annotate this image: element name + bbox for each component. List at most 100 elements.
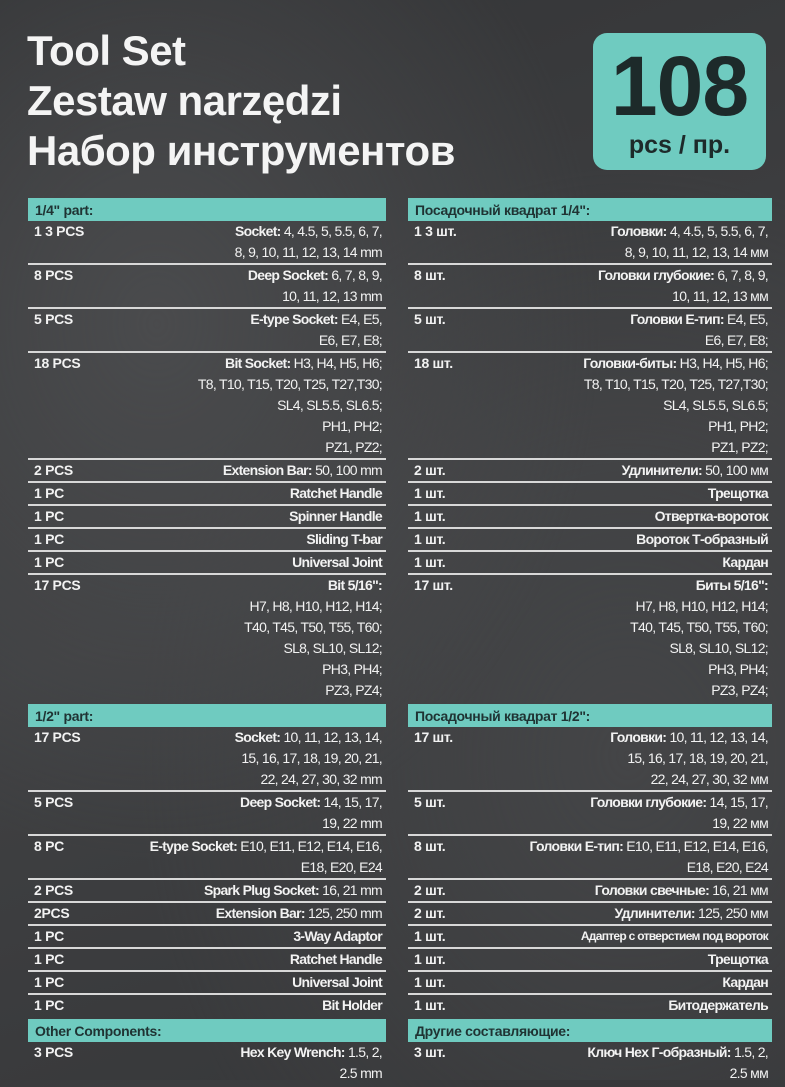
description-line: E6, E7, E8;: [704, 332, 769, 348]
piece-count-badge: 108 pcs / пр.: [593, 33, 766, 170]
item-quantity: 18 PCS: [34, 355, 81, 371]
item-name: Головки глубокие:: [597, 267, 715, 283]
item-name: Extension Bar:: [215, 905, 306, 921]
item-name: Sliding T-bar: [306, 531, 382, 547]
item-values: 14, 15, 17,: [706, 794, 769, 810]
list-item: 1 PC Ratchet Handle: [28, 483, 386, 506]
description-line: 10, 11, 12, 13 мм: [672, 288, 769, 304]
description-line: PH3, PH4;: [708, 661, 769, 677]
item-description: Трещотка: [453, 483, 772, 504]
section-header: 1/4" part:: [28, 198, 386, 221]
item-values: 125, 250 mm: [304, 905, 383, 921]
description-line: E6, E7, E8;: [318, 332, 383, 348]
item-quantity: 1 PC: [34, 485, 64, 501]
description-line: Головки глубокие: 6, 7, 8, 9,: [453, 265, 769, 286]
item-description: Кардан: [453, 552, 772, 573]
item-quantity: 3 шт.: [414, 1044, 446, 1060]
item-description: E-type Socket: E4, E5, E6, E7, E8;: [81, 309, 386, 351]
description-line: SL4, SL5.5, SL6.5;: [277, 397, 383, 413]
list-item: 1 3 шт. Головки: 4, 4.5, 5, 5.5, 6, 7, 8, …: [408, 221, 772, 265]
item-name: Hex Key Wrench:: [240, 1044, 345, 1060]
description-line: Universal Joint: [72, 972, 383, 993]
description-line: 3-Way Adaptor: [72, 926, 382, 947]
list-item: 3 PCS Hex Key Wrench: 1.5, 2, 2.5 mm: [28, 1042, 386, 1084]
item-values: 6, 7, 8, 9,: [714, 267, 768, 283]
description-line: Кардан: [453, 552, 768, 573]
description-line: 19, 22 mm: [322, 815, 383, 831]
item-values: 10, 11, 12, 13, 14,: [666, 729, 768, 745]
item-quantity: 5 шт.: [414, 794, 446, 810]
description-line: Адаптер с отверстием под вороток: [453, 926, 769, 947]
item-values: 10, 11, 12, 13, 14,: [280, 729, 382, 745]
description-line: SL8, SL10, SL12;: [669, 640, 768, 656]
item-description: Spark Plug Socket: 16, 21 mm: [81, 880, 386, 901]
description-line: Удлинители: 50, 100 мм: [453, 460, 769, 481]
product-title: Tool Set Zestaw narzędzi Набор инструмен…: [27, 26, 455, 176]
description-line: Трещотка: [453, 949, 769, 970]
description-line: Ключ Hex Г-образный: 1.5, 2,: [453, 1042, 768, 1063]
description-line: Ratchet Handle: [72, 483, 383, 504]
description-line: 8, 9, 10, 11, 12, 13, 14 мм: [624, 244, 769, 260]
item-name: Головки Е-тип:: [529, 838, 624, 854]
list-item: 8 PCS Deep Socket: 6, 7, 8, 9, 10, 11, 12,…: [28, 265, 386, 309]
description-line: 15, 16, 17, 18, 19, 20, 21,: [627, 750, 768, 766]
item-name: Трещотка: [707, 951, 769, 967]
item-quantity: 5 PCS: [34, 311, 73, 327]
item-name: Extension Bar:: [222, 462, 313, 478]
description-line: Universal Joint: [72, 552, 383, 573]
description-line: Кардан: [453, 972, 768, 993]
item-description: Удлинители: 125, 250 мм: [453, 903, 772, 924]
item-name: Spinner Handle: [289, 508, 383, 524]
section: Другие составляющие: 3 шт. Ключ Hex Г-обра…: [408, 1019, 772, 1084]
item-description: Deep Socket: 14, 15, 17, 19, 22 mm: [81, 792, 386, 834]
description-line: H7, H8, H10, H12, H14;: [249, 598, 383, 614]
list-item: 17 PCS Bit 5/16": H7, H8, H10, H12, H14; T4…: [28, 575, 386, 701]
description-line: 2.5 мм: [729, 1065, 769, 1081]
item-description: Биты 5/16": H7, H8, H10, H12, H14; T40, T4…: [461, 575, 772, 701]
item-description: Extension Bar: 50, 100 mm: [81, 460, 386, 481]
item-quantity: 5 шт.: [414, 311, 446, 327]
description-line: T8, T10, T15, T20, T25, T27,T30;: [583, 376, 769, 392]
item-name: 3-Way Adaptor: [293, 928, 382, 944]
item-quantity: 17 PCS: [34, 577, 81, 593]
item-description: Deep Socket: 6, 7, 8, 9, 10, 11, 12, 13 m…: [81, 265, 386, 307]
item-name: Ratchet Handle: [289, 951, 383, 967]
list-item: 18 шт. Головки-биты: H3, H4, H5, H6; T8, T…: [408, 353, 772, 460]
item-name: Трещотка: [707, 485, 769, 501]
description-line: Отвертка-вороток: [453, 506, 769, 527]
item-quantity: 2 шт.: [414, 905, 446, 921]
item-quantity: 18 шт.: [414, 355, 453, 371]
description-line: E18, E20, E24: [300, 859, 383, 875]
list-item: 1 шт. Отвертка-вороток: [408, 506, 772, 529]
item-quantity: 3 PCS: [34, 1044, 73, 1060]
item-description: 3-Way Adaptor: [72, 926, 386, 947]
item-quantity: 1 шт.: [414, 508, 446, 524]
description-line: PH1, PH2;: [322, 418, 383, 434]
description-line: T8, T10, T15, T20, T25, T27,T30;: [197, 376, 383, 392]
description-line: PZ1, PZ2;: [325, 439, 382, 455]
list-item: 1 PC Sliding T-bar: [28, 529, 386, 552]
item-description: Вороток Т-образный: [453, 529, 772, 550]
description-line: 22, 24, 27, 30, 32 mm: [260, 771, 383, 787]
list-item: 2 шт. Удлинители: 125, 250 мм: [408, 903, 772, 926]
item-values: 4, 4.5, 5, 5.5, 6, 7,: [666, 223, 769, 239]
item-quantity: 8 шт.: [414, 267, 446, 283]
item-description: Головки свечные: 16, 21 мм: [453, 880, 772, 901]
item-name: Головки:: [610, 729, 667, 745]
item-description: E-type Socket: E10, E11, E12, E14, E16, E…: [72, 836, 386, 878]
description-line: Bit Holder: [72, 995, 383, 1016]
item-values: 16, 21 mm: [318, 882, 383, 898]
description-line: 15, 16, 17, 18, 19, 20, 21,: [241, 750, 382, 766]
item-description: Bit 5/16": H7, H8, H10, H12, H14; T40, T45…: [88, 575, 386, 701]
item-description: Extension Bar: 125, 250 mm: [77, 903, 386, 924]
item-description: Головки Е-тип: E10, E11, E12, E14, E16, E…: [453, 836, 772, 878]
description-line: PH3, PH4;: [322, 661, 383, 677]
list-item: 8 шт. Головки глубокие: 6, 7, 8, 9, 10, 11…: [408, 265, 772, 309]
description-line: Головки свечные: 16, 21 мм: [453, 880, 769, 901]
description-line: PZ3, PZ4;: [711, 682, 768, 698]
item-name: Bit Socket:: [225, 355, 291, 371]
item-quantity: 1 PC: [34, 951, 64, 967]
description-line: Головки-биты: H3, H4, H5, H6;: [461, 353, 768, 374]
item-values: 1.5, 2,: [344, 1044, 383, 1060]
description-line: E-type Socket: E4, E5,: [81, 309, 382, 330]
